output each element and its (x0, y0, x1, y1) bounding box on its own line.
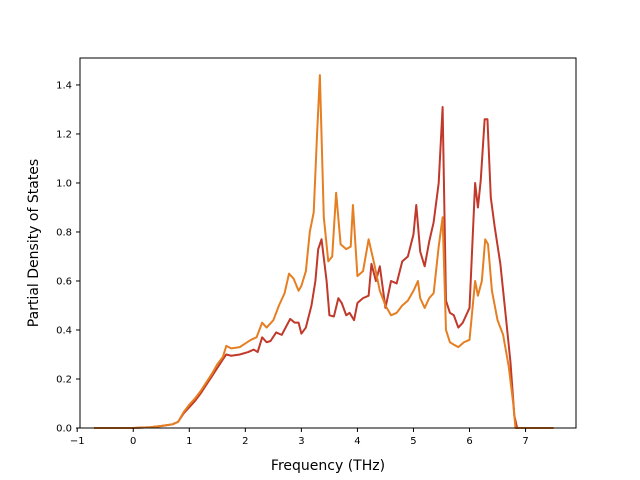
y-tick-label: 1.0 (56, 178, 72, 189)
x-tick-label: −1 (70, 436, 85, 447)
x-axis-label: Frequency (THz) (271, 458, 385, 474)
series-layer (94, 74, 554, 429)
x-tick-label: 5 (410, 436, 416, 447)
plot-frame (79, 57, 577, 429)
x-tick-label: 7 (522, 436, 528, 447)
series-1-line (94, 106, 554, 429)
series-2-line (94, 74, 554, 429)
y-tick-label: 0.6 (56, 276, 72, 287)
x-axis: −1 0 1 2 3 4 5 6 7 (70, 428, 529, 447)
y-axis: 0.0 0.2 0.4 0.6 0.8 1.0 1.2 1.4 (56, 80, 80, 435)
y-tick-label: 0.0 (56, 424, 72, 435)
y-tick-label: 0.4 (56, 325, 72, 336)
x-tick-label: 2 (242, 436, 248, 447)
y-tick-label: 0.2 (56, 374, 72, 385)
x-tick-label: 0 (130, 436, 136, 447)
x-tick-label: 1 (186, 436, 192, 447)
y-tick-label: 1.4 (56, 80, 72, 91)
y-tick-label: 0.8 (56, 227, 72, 238)
x-tick-label: 3 (298, 436, 304, 447)
x-tick-label: 6 (466, 436, 472, 447)
y-tick-label: 1.2 (56, 129, 72, 140)
x-tick-label: 4 (354, 436, 360, 447)
y-axis-label: Partial Density of States (26, 159, 42, 327)
